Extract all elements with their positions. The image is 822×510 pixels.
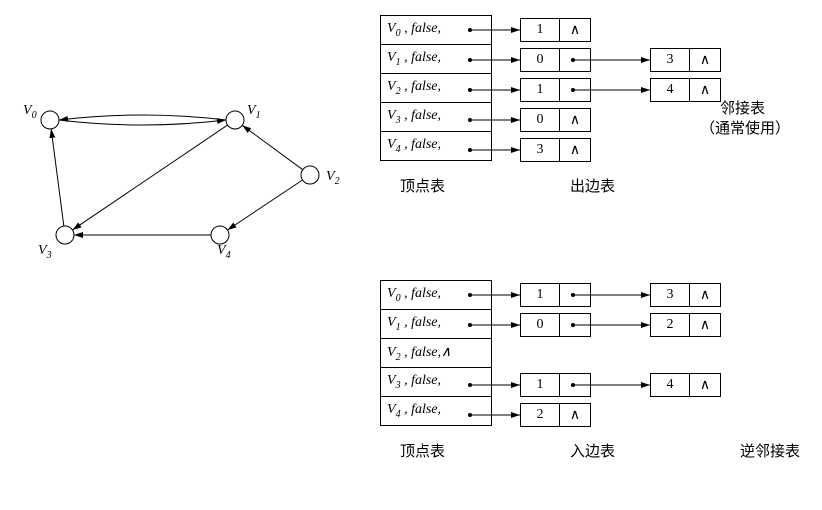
list-node: 3∧: [650, 283, 721, 307]
list-node-value: 2: [650, 313, 690, 337]
edge-table-label: 入边表: [570, 440, 615, 461]
graph-node-label: V2: [326, 169, 340, 187]
list-node-next: ∧: [690, 78, 721, 102]
vertex-cell: V2 , false,: [381, 74, 492, 103]
table-type-label: 邻接表: [720, 97, 765, 118]
list-node-value: 2: [520, 403, 560, 427]
list-node-next: ∧: [560, 138, 591, 162]
list-node: 4∧: [650, 78, 721, 102]
list-node-next: [560, 78, 591, 102]
vertex-cell: V4 , false,: [381, 132, 492, 161]
vertex-cell: V4 , false,: [381, 397, 492, 426]
graph-edge: [242, 125, 302, 169]
list-node: 1∧: [520, 18, 591, 42]
vertex-table: V0 , false,V1 , false,V2 , false,∧V3 , f…: [380, 280, 492, 426]
list-node: 4∧: [650, 373, 721, 397]
list-node: 1: [520, 373, 591, 397]
graph-edge: [227, 180, 302, 230]
graph-edge: [51, 129, 64, 226]
list-node: 0∧: [520, 108, 591, 132]
list-node-value: 4: [650, 373, 690, 397]
list-node-value: 4: [650, 78, 690, 102]
vertex-cell: V0 , false,: [381, 281, 492, 310]
graph-node: [41, 111, 59, 129]
vertex-table-label: 顶点表: [400, 175, 445, 196]
vertex-cell: V1 , false,: [381, 45, 492, 74]
list-node-value: 1: [520, 283, 560, 307]
list-node-value: 3: [650, 283, 690, 307]
vertex-cell: V3 , false,: [381, 368, 492, 397]
list-node-value: 3: [520, 138, 560, 162]
graph-edge: [59, 115, 226, 120]
list-node-value: 0: [520, 108, 560, 132]
list-node-next: ∧: [690, 48, 721, 72]
vertex-cell: V2 , false,∧: [381, 339, 492, 368]
list-node-next: ∧: [560, 403, 591, 427]
list-node: 3∧: [650, 48, 721, 72]
list-node-next: ∧: [560, 18, 591, 42]
table-type-label: 逆邻接表: [740, 440, 800, 461]
graph-node-label: V0: [23, 103, 37, 121]
list-node-next: ∧: [560, 108, 591, 132]
list-node-value: 1: [520, 373, 560, 397]
graph-node-label: V4: [217, 243, 231, 261]
graph-node-label: V3: [38, 243, 52, 261]
list-node-value: 1: [520, 18, 560, 42]
list-node: 2∧: [650, 313, 721, 337]
graph-node: [301, 166, 319, 184]
list-node-value: 0: [520, 48, 560, 72]
list-node-next: ∧: [690, 373, 721, 397]
list-node: 1: [520, 78, 591, 102]
graph-node: [56, 226, 74, 244]
list-node-next: [560, 48, 591, 72]
vertex-cell: V0 , false,: [381, 16, 492, 45]
list-node-next: [560, 283, 591, 307]
list-node-next: [560, 373, 591, 397]
list-node-next: ∧: [690, 283, 721, 307]
directed-graph: [0, 0, 360, 300]
vertex-table: V0 , false,V1 , false,V2 , false,V3 , fa…: [380, 15, 492, 161]
edge-table-label: 出边表: [570, 175, 615, 196]
vertex-table-label: 顶点表: [400, 440, 445, 461]
vertex-cell: V1 , false,: [381, 310, 492, 339]
graph-node: [226, 111, 244, 129]
graph-node-label: V1: [247, 103, 261, 121]
vertex-cell: V3 , false,: [381, 103, 492, 132]
list-node-next: [560, 313, 591, 337]
list-node: 1: [520, 283, 591, 307]
list-node-value: 1: [520, 78, 560, 102]
graph-edge: [59, 120, 226, 125]
graph-edge: [72, 125, 227, 230]
list-node: 3∧: [520, 138, 591, 162]
list-node-next: ∧: [690, 313, 721, 337]
list-node: 0: [520, 48, 591, 72]
list-node: 2∧: [520, 403, 591, 427]
list-node-value: 3: [650, 48, 690, 72]
table-type-sublabel: （通常使用）: [700, 117, 790, 138]
list-node: 0: [520, 313, 591, 337]
list-node-value: 0: [520, 313, 560, 337]
graph-node: [211, 226, 229, 244]
